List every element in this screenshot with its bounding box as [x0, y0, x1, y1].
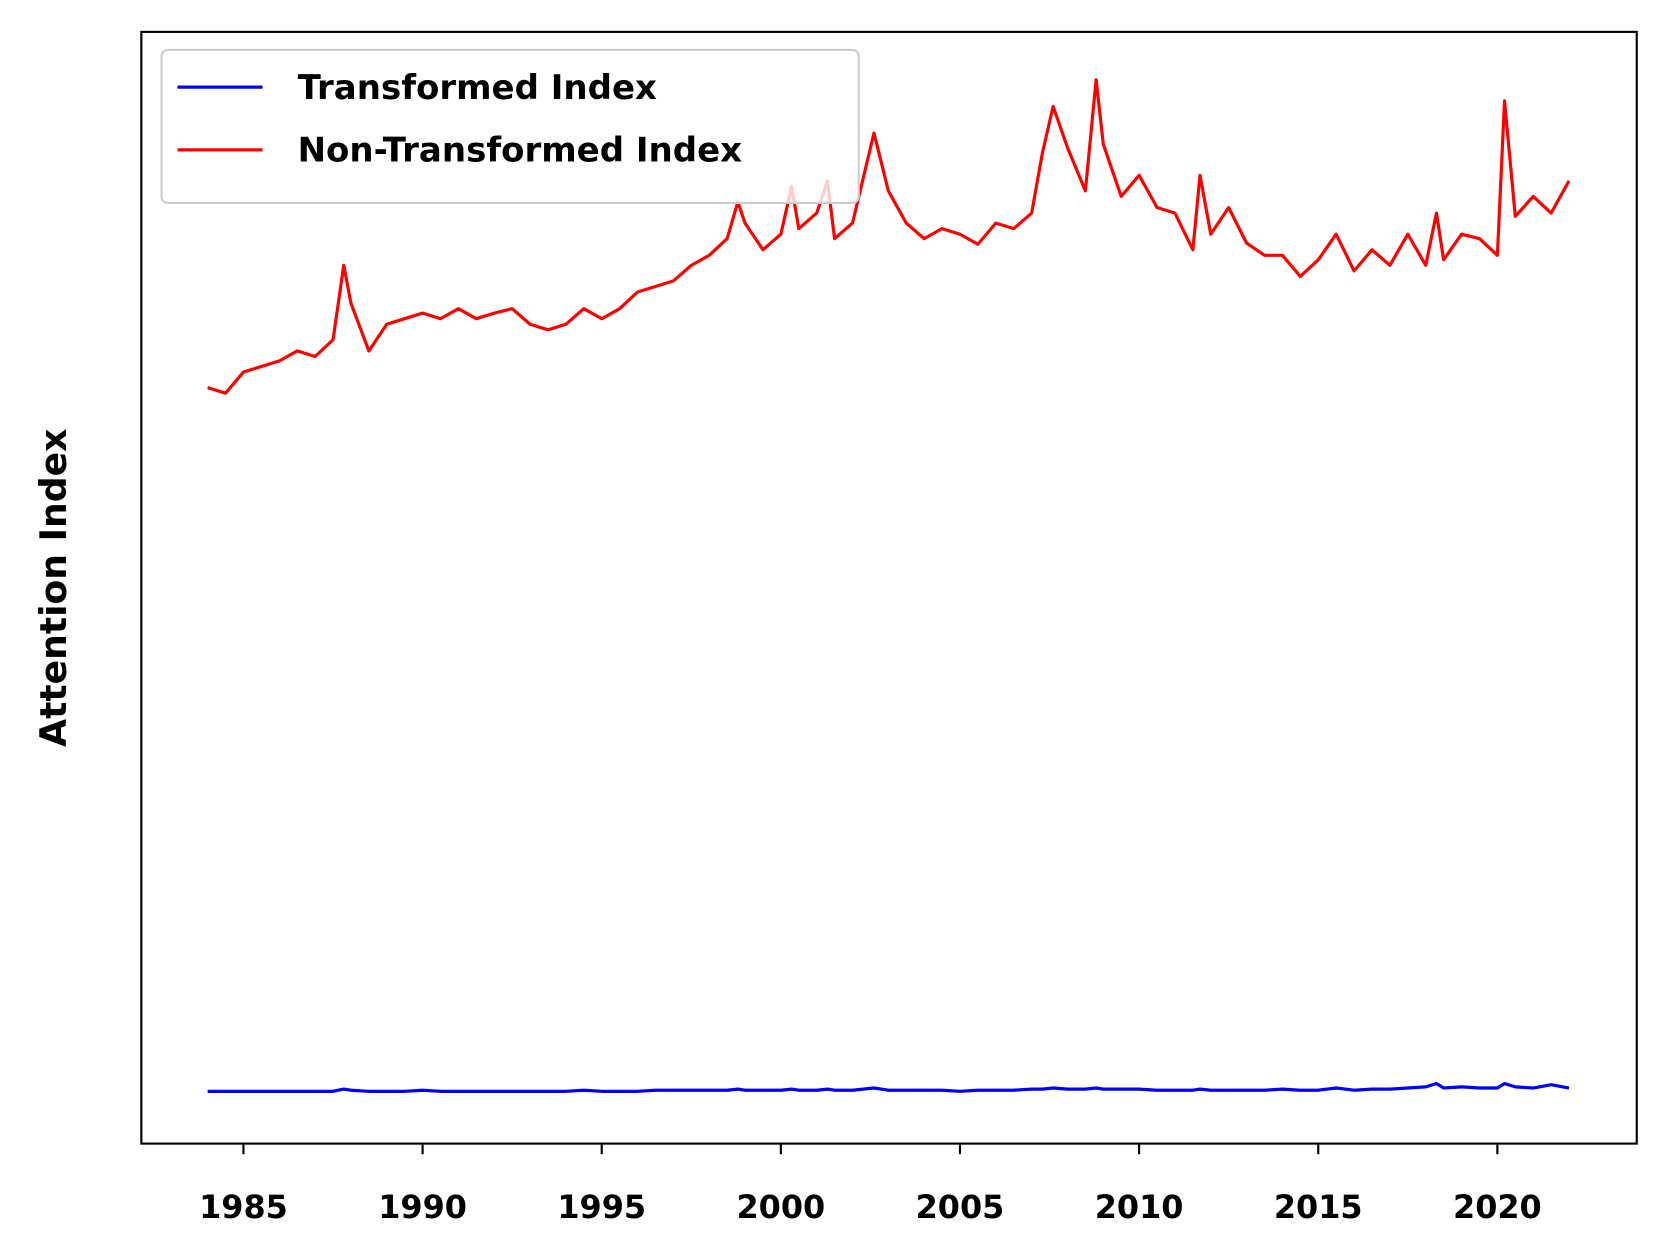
y-axis-label: Attention Index — [32, 429, 75, 747]
x-tick-label: 1995 — [557, 1188, 646, 1226]
x-tick-label: 2010 — [1095, 1188, 1184, 1226]
x-tick-label: 2005 — [916, 1188, 1005, 1226]
plot-frame — [140, 30, 1638, 1145]
x-tick-label: 1990 — [378, 1188, 467, 1226]
legend-box — [160, 48, 860, 205]
data-line — [207, 78, 1571, 395]
x-tick-label: 2015 — [1274, 1188, 1363, 1226]
legend-label: Transformed Index — [298, 68, 657, 108]
x-tick-label: 2020 — [1453, 1188, 1542, 1226]
x-tick-label: 1985 — [199, 1188, 288, 1226]
x-tick-label: 2000 — [736, 1188, 825, 1226]
legend-label: Non-Transformed Index — [298, 131, 743, 171]
data-line — [207, 1081, 1570, 1093]
